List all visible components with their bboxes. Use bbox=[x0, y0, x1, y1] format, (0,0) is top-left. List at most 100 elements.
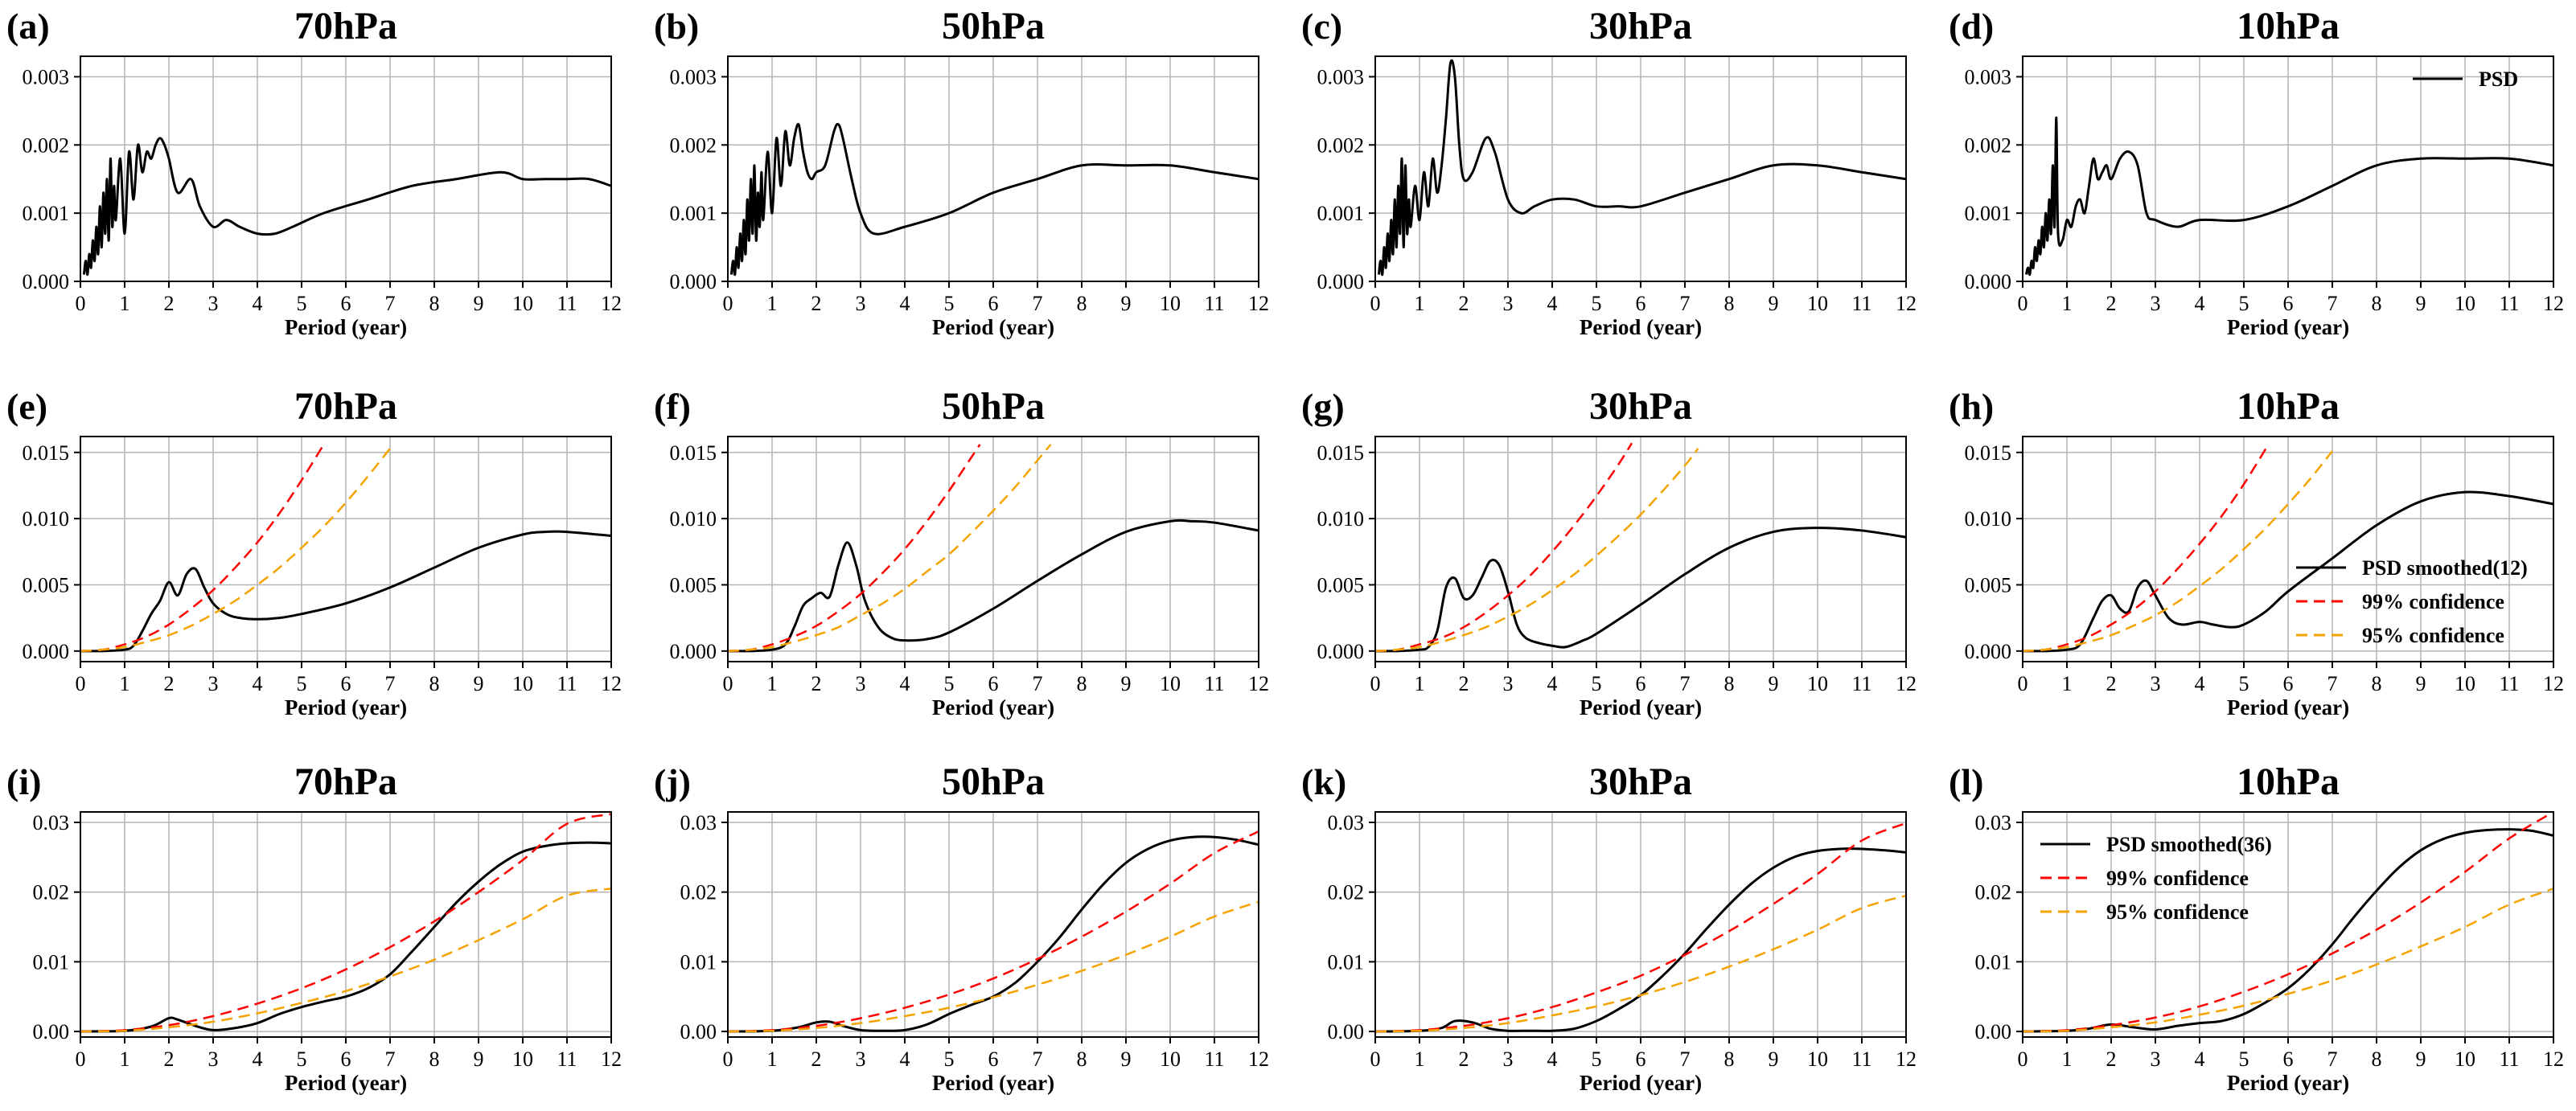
series-line-conf95 bbox=[1375, 448, 1699, 653]
x-tick-label: 2 bbox=[164, 1047, 175, 1071]
x-tick-label: 3 bbox=[208, 292, 219, 315]
y-tick-label: 0.01 bbox=[1975, 950, 2012, 974]
legend-label: 95% confidence bbox=[2362, 624, 2504, 647]
panel-label: (g) bbox=[1301, 386, 1345, 427]
panel-label: (d) bbox=[1949, 6, 1994, 47]
panel-title: 50hPa bbox=[942, 5, 1045, 47]
x-tick-label: 10 bbox=[2455, 672, 2475, 695]
x-tick-label: 9 bbox=[474, 292, 484, 315]
x-tick-label: 7 bbox=[1033, 672, 1043, 695]
x-tick-label: 6 bbox=[988, 672, 999, 695]
y-tick-label: 0.015 bbox=[1965, 441, 2012, 465]
x-tick-label: 5 bbox=[297, 672, 307, 695]
x-tick-label: 4 bbox=[253, 292, 263, 315]
x-tick-label: 2 bbox=[811, 672, 822, 695]
series-line-psd bbox=[2023, 828, 2553, 1033]
y-tick-label: 0.02 bbox=[1328, 881, 1365, 904]
series-line-conf95 bbox=[1375, 894, 1906, 1033]
legend: PSD bbox=[2413, 68, 2518, 91]
x-axis-label: Period (year) bbox=[285, 1071, 407, 1095]
x-axis-label: Period (year) bbox=[1580, 1071, 1702, 1095]
x-tick-label: 7 bbox=[1680, 672, 1691, 695]
x-tick-label: 9 bbox=[1121, 1047, 1132, 1071]
y-tick-label: 0.015 bbox=[1317, 441, 1365, 465]
y-tick-label: 0.010 bbox=[1317, 507, 1365, 531]
x-tick-label: 5 bbox=[1592, 1047, 1602, 1071]
panel-g: 0 1 2 3 4 5 6 7 8 9 10 11 120.0000.0050.0100.015Peri… bbox=[1301, 385, 1917, 719]
series-line-conf99 bbox=[80, 444, 325, 653]
legend-label: PSD smoothed(36) bbox=[2106, 833, 2272, 856]
x-tick-label: 6 bbox=[2283, 1047, 2294, 1071]
x-tick-label: 8 bbox=[1724, 672, 1735, 695]
x-tick-label: 5 bbox=[297, 1047, 307, 1071]
x-tick-label: 0 bbox=[1370, 1047, 1381, 1071]
x-tick-label: 11 bbox=[557, 672, 577, 695]
x-tick-label: 8 bbox=[2372, 292, 2382, 315]
x-tick-label: 9 bbox=[1121, 292, 1132, 315]
x-tick-label: 10 bbox=[1807, 1047, 1828, 1071]
x-tick-label: 6 bbox=[988, 292, 999, 315]
y-tick-label: 0.010 bbox=[1965, 507, 2012, 531]
series-line-conf99 bbox=[2023, 812, 2553, 1033]
x-tick-label: 3 bbox=[1503, 1047, 1514, 1071]
legend-label: 99% confidence bbox=[2362, 590, 2504, 613]
y-tick-label: 0.00 bbox=[1328, 1020, 1365, 1043]
grid-g bbox=[1374, 437, 1907, 662]
legend-label: PSD bbox=[2479, 68, 2518, 91]
x-axis-label: Period (year) bbox=[2227, 1071, 2349, 1095]
x-tick-label: 2 bbox=[2106, 1047, 2117, 1071]
x-tick-label: 3 bbox=[2151, 1047, 2161, 1071]
x-tick-label: 4 bbox=[253, 1047, 263, 1071]
x-tick-label: 11 bbox=[557, 1047, 577, 1071]
x-tick-label: 0 bbox=[76, 292, 86, 315]
x-tick-label: 7 bbox=[1680, 1047, 1691, 1071]
x-axis-label: Period (year) bbox=[285, 695, 407, 719]
panel-label: (j) bbox=[654, 761, 691, 802]
y-tick-label: 0.001 bbox=[23, 202, 70, 225]
x-tick-label: 10 bbox=[1160, 292, 1181, 315]
x-tick-label: 4 bbox=[2195, 1047, 2205, 1071]
grid-f bbox=[727, 437, 1259, 662]
x-tick-label: 0 bbox=[2018, 1047, 2028, 1071]
x-axis-label: Period (year) bbox=[1580, 695, 1702, 719]
panel-title: 30hPa bbox=[1589, 760, 1692, 803]
x-tick-label: 8 bbox=[1077, 292, 1087, 315]
panel-c: 0 1 2 3 4 5 6 7 8 9 10 11 120.0000.0010.0020.003Peri… bbox=[1301, 5, 1917, 339]
panel-title: 50hPa bbox=[942, 760, 1045, 803]
grid-l bbox=[2022, 812, 2554, 1037]
x-tick-label: 7 bbox=[2327, 1047, 2338, 1071]
x-tick-label: 0 bbox=[1370, 292, 1381, 315]
y-tick-label: 0.003 bbox=[1317, 65, 1365, 88]
x-tick-label: 10 bbox=[2455, 292, 2475, 315]
x-tick-label: 11 bbox=[1851, 672, 1871, 695]
panel-e: 0 1 2 3 4 5 6 7 8 9 10 11 120.0000.0050.0100.015Peri… bbox=[6, 385, 622, 719]
series-line-psd bbox=[728, 519, 1259, 653]
y-tick-label: 0.001 bbox=[1317, 202, 1365, 225]
x-tick-label: 0 bbox=[2018, 672, 2028, 695]
panel-label: (h) bbox=[1949, 386, 1994, 427]
panel-title: 10hPa bbox=[2237, 5, 2340, 47]
y-tick-label: 0.00 bbox=[1975, 1020, 2012, 1043]
x-tick-label: 10 bbox=[1160, 1047, 1181, 1071]
series-line-psd bbox=[2024, 116, 2553, 277]
x-tick-label: 1 bbox=[1415, 672, 1425, 695]
x-tick-label: 12 bbox=[1248, 1047, 1269, 1071]
y-tick-label: 0.03 bbox=[1975, 811, 2012, 834]
y-tick-label: 0.002 bbox=[1965, 133, 2012, 157]
x-tick-label: 6 bbox=[341, 1047, 351, 1071]
x-tick-label: 7 bbox=[2327, 672, 2338, 695]
x-tick-label: 6 bbox=[2283, 292, 2294, 315]
x-tick-label: 5 bbox=[944, 1047, 955, 1071]
x-tick-label: 1 bbox=[1415, 1047, 1425, 1071]
y-tick-label: 0.02 bbox=[1975, 881, 2012, 904]
y-tick-label: 0.005 bbox=[670, 573, 717, 596]
series-line-psd bbox=[1377, 59, 1906, 277]
x-tick-label: 11 bbox=[2499, 1047, 2519, 1071]
x-tick-label: 5 bbox=[1592, 292, 1602, 315]
panel-title: 30hPa bbox=[1589, 385, 1692, 428]
x-tick-label: 1 bbox=[767, 672, 778, 695]
x-tick-label: 12 bbox=[1248, 672, 1269, 695]
x-tick-label: 9 bbox=[2416, 672, 2426, 695]
x-tick-label: 3 bbox=[208, 1047, 219, 1071]
y-tick-label: 0.00 bbox=[33, 1020, 70, 1043]
